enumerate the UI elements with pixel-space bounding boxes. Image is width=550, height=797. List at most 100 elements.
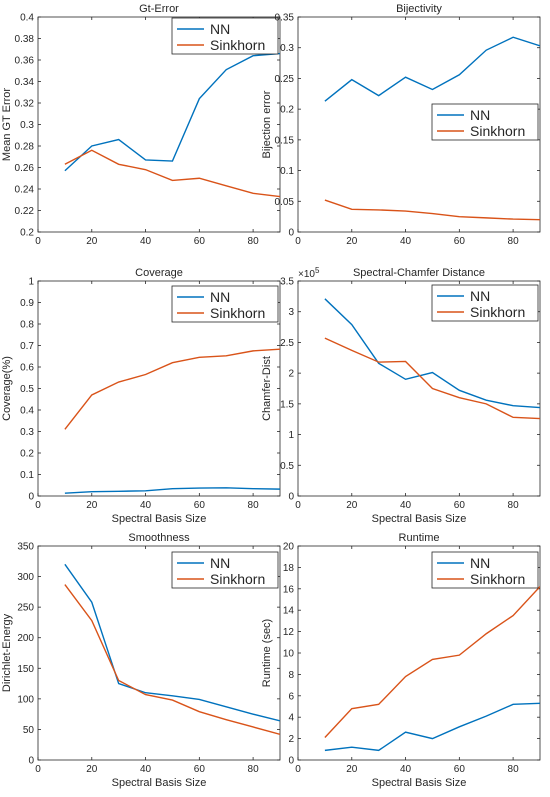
series-line-sinkhorn [324, 586, 540, 739]
y-tick-label: 100 [17, 694, 34, 705]
x-axis-label: Spectral Basis Size [372, 777, 467, 789]
y-tick-label: 0.36 [15, 56, 35, 67]
y-tick-label: 8 [288, 670, 294, 681]
y-tick-label: 0.25 [275, 74, 295, 85]
x-tick-label: 20 [86, 500, 98, 511]
y-tick-label: 0.3 [280, 43, 294, 54]
x-tick-label: 0 [295, 500, 301, 511]
legend-label-sinkhorn: Sinkhorn [210, 37, 265, 53]
y-tick-label: 0.8 [20, 320, 34, 331]
x-axis-label: Spectral Basis Size [112, 513, 207, 525]
legend-label-sinkhorn: Sinkhorn [210, 305, 265, 321]
y-tick-label: 0 [28, 756, 34, 767]
x-axis-label: Spectral Basis Size [372, 513, 467, 525]
y-tick-label: 0.3 [20, 120, 34, 131]
legend-label-sinkhorn: Sinkhorn [470, 304, 525, 320]
x-tick-label: 20 [86, 236, 98, 247]
y-tick-label: 0.26 [15, 163, 35, 174]
y-tick-label: 4 [288, 713, 294, 724]
series-line-sinkhorn [64, 584, 280, 735]
y-tick-label: 0.4 [20, 13, 34, 24]
y-tick-label: 0.9 [20, 298, 34, 309]
chart-title: Coverage [135, 267, 183, 279]
series-line-sinkhorn [64, 348, 280, 430]
y-tick-label: 16 [283, 584, 295, 595]
y-tick-label: 0.2 [20, 228, 34, 239]
y-tick-label: 1 [28, 277, 34, 288]
series-line-nn [324, 36, 540, 102]
y-tick-label: 10 [283, 649, 295, 660]
y-tick-label: 1 [288, 430, 294, 441]
x-tick-label: 20 [346, 236, 358, 247]
y-tick-label: 0.24 [15, 185, 35, 196]
y-tick-label: 1.5 [280, 399, 294, 410]
y-axis-label: Mean GT Error [1, 88, 13, 161]
x-tick-label: 60 [194, 236, 206, 247]
x-tick-label: 80 [508, 236, 520, 247]
y-tick-label: 0.28 [15, 142, 35, 153]
y-tick-label: 200 [17, 633, 34, 644]
chart-panel-4: 0 20 40 60 80 0 0.5 1 1.5 2 2.5 3 3.5 ×105 Spectral-Ch… [261, 266, 541, 525]
y-tick-label: 0.5 [20, 384, 34, 395]
legend-box [171, 17, 279, 55]
legend-label-sinkhorn: Sinkhorn [470, 123, 525, 139]
x-tick-label: 0 [295, 236, 301, 247]
y-tick-label: 0.32 [15, 99, 35, 110]
series-line-nn [324, 702, 540, 752]
y-tick-label: 350 [17, 542, 34, 553]
y-tick-label: 14 [283, 606, 295, 617]
chart-panel-2: 0 20 40 60 80 0 0.05 0.1 0.15 0.2 0.25 0.3 0.35 Bijec… [261, 3, 541, 247]
legend-label-nn: NN [470, 107, 490, 123]
series-line-nn [64, 52, 280, 172]
legend-box [171, 551, 279, 589]
y-tick-label: 0.35 [275, 13, 295, 24]
x-tick-label: 40 [400, 500, 412, 511]
legend-label-nn: NN [210, 555, 230, 571]
x-tick-label: 40 [140, 500, 152, 511]
y-tick-label: 0.22 [15, 206, 35, 217]
y-tick-label: 2 [288, 734, 294, 745]
y-tick-label: 20 [283, 542, 295, 553]
y-tick-label: 18 [283, 563, 295, 574]
chart-title: Spectral-Chamfer Distance [353, 267, 485, 279]
y-tick-label: 250 [17, 603, 34, 614]
x-tick-label: 80 [508, 500, 520, 511]
chart-title: Bijectivity [396, 3, 442, 15]
y-tick-label: 0 [288, 756, 294, 767]
x-tick-label: 40 [140, 236, 152, 247]
series-line-nn [64, 563, 280, 722]
y-tick-label: 300 [17, 572, 34, 583]
x-tick-label: 20 [346, 500, 358, 511]
y-tick-label: 0 [28, 492, 34, 503]
x-tick-label: 80 [248, 500, 260, 511]
chart-title: Smoothness [128, 532, 190, 544]
x-tick-label: 40 [140, 764, 152, 775]
y-tick-label: 0.2 [20, 449, 34, 460]
y-tick-label: 0.38 [15, 34, 35, 45]
y-tick-label: 0.15 [275, 135, 295, 146]
y-tick-label: 0.34 [15, 77, 35, 88]
legend-label-sinkhorn: Sinkhorn [470, 571, 525, 587]
chart-panel-6: 0 20 40 60 80 0 2 4 6 8 10 12 14 16 18 20 Runtime Spectra… [261, 532, 541, 789]
legend-label-nn: NN [210, 21, 230, 37]
y-tick-label: 0 [288, 228, 294, 239]
y-tick-label: 0.2 [280, 105, 294, 116]
y-tick-label: 0.6 [20, 363, 34, 374]
legend-box [171, 285, 279, 323]
x-tick-label: 40 [400, 236, 412, 247]
y-tick-label: 0.3 [20, 427, 34, 438]
y-tick-label: 50 [23, 725, 35, 736]
chart-title: Runtime [399, 532, 440, 544]
y-tick-label: 150 [17, 664, 34, 675]
y-tick-label: 12 [283, 627, 295, 638]
y-tick-label: 3 [288, 307, 294, 318]
x-tick-label: 60 [454, 236, 466, 247]
y-tick-label: 6 [288, 691, 294, 702]
y-axis-label: Chamfer-Dist [261, 356, 273, 421]
series-line-nn [324, 298, 540, 409]
x-tick-label: 80 [248, 764, 260, 775]
x-tick-label: 0 [35, 500, 41, 511]
x-tick-label: 0 [295, 764, 301, 775]
